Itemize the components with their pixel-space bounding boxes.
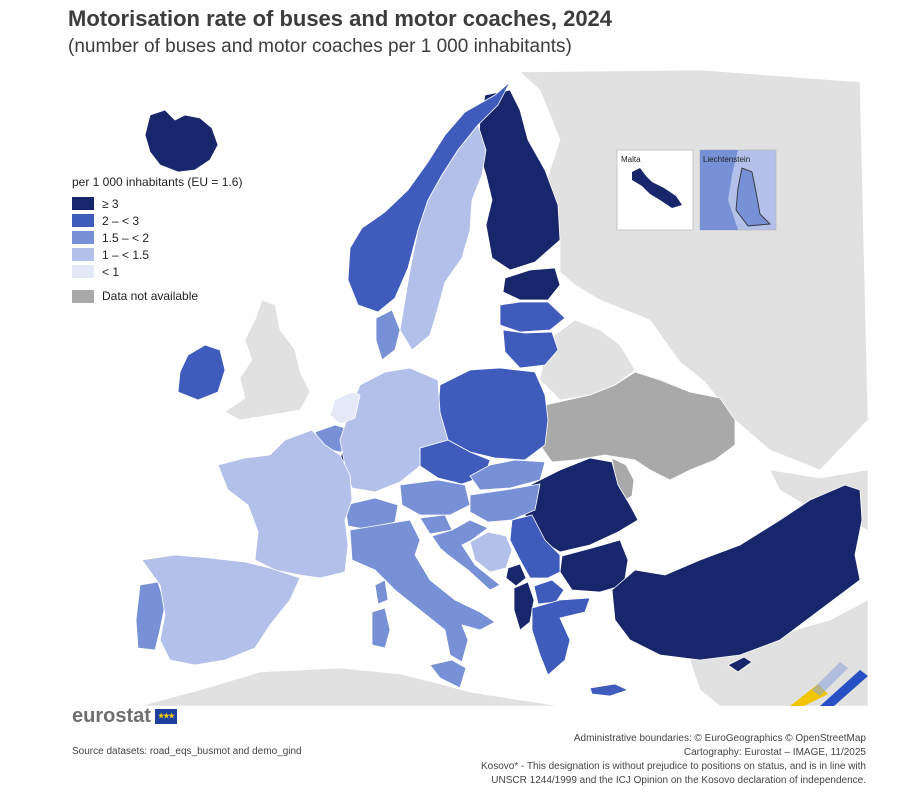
region-portugal — [135, 581, 166, 651]
legend-swatch — [72, 231, 94, 244]
region-serbia — [509, 514, 561, 579]
liechtenstein-inset-label: Liechtenstein — [703, 155, 750, 164]
land-north-africa — [139, 667, 561, 706]
region-spain — [141, 554, 301, 666]
region-slovakia — [469, 459, 546, 491]
eurostat-logo-text: eurostat — [72, 705, 151, 727]
region-bosnia — [469, 531, 513, 573]
region-albania — [513, 581, 535, 631]
region-latvia — [499, 301, 566, 333]
malta-inset-label: Malta — [621, 155, 641, 164]
region-ukraine — [539, 371, 736, 481]
region-denmark — [375, 309, 401, 361]
legend-row: ≥ 3 — [72, 195, 242, 212]
credit-boundaries: Administrative boundaries: © EuroGeograp… — [573, 733, 866, 744]
region-montenegro — [505, 563, 527, 587]
liechtenstein-inset: Liechtenstein — [699, 149, 777, 231]
corner-logo-icon — [790, 662, 868, 706]
region-estonia — [502, 267, 561, 301]
region-croatia — [431, 519, 501, 591]
legend: per 1 000 inhabitants (EU = 1.6) ≥ 3 2 – … — [72, 175, 242, 303]
credit-kosovo-note-1: Kosovo* - This designation is without pr… — [480, 761, 866, 772]
legend-label: < 1 — [102, 264, 120, 279]
region-cyprus — [727, 656, 753, 673]
legend-swatch — [72, 248, 94, 261]
legend-label: 2 – < 3 — [102, 213, 140, 228]
region-switzerland — [344, 497, 399, 531]
eu-flag-icon: ★★★ — [154, 709, 177, 724]
region-switzerland-inset — [700, 150, 738, 230]
region-corsica — [374, 579, 389, 605]
region-austria — [399, 479, 471, 516]
region-lithuania — [502, 329, 559, 369]
legend-na-row: Data not available — [72, 289, 242, 303]
region-north-macedonia — [533, 579, 565, 605]
eurostat-logo: eurostat ★★★ — [72, 705, 177, 728]
region-france — [217, 429, 353, 579]
credit-kosovo-note-2: UNSCR 1244/1999 and the ICJ Opinion on t… — [491, 775, 866, 786]
region-netherlands — [329, 391, 361, 425]
map-title: Motorisation rate of buses and motor coa… — [68, 6, 613, 31]
legend-classes: ≥ 3 2 – < 3 1.5 – < 2 1 – < 1.5 < 1 — [72, 195, 242, 280]
region-iceland — [144, 109, 219, 173]
credit-cartography: Cartography: Eurostat – IMAGE, 11/2025 — [683, 747, 866, 758]
legend-label: 1.5 – < 2 — [102, 230, 150, 245]
legend-title: per 1 000 inhabitants (EU = 1.6) — [72, 175, 243, 189]
map-subtitle: (number of buses and motor coaches per 1… — [68, 36, 572, 57]
region-sardinia — [371, 607, 391, 649]
land-uk — [224, 299, 311, 421]
region-greece — [531, 597, 591, 676]
region-hungary — [469, 483, 541, 523]
region-malta — [632, 168, 682, 208]
legend-row: 1.5 – < 2 — [72, 229, 242, 246]
region-turkiye — [611, 484, 863, 661]
legend-label: 1 – < 1.5 — [102, 247, 150, 262]
legend-swatch — [72, 265, 94, 278]
legend-swatch — [72, 214, 94, 227]
region-italy — [349, 519, 496, 663]
region-crete — [589, 683, 630, 697]
legend-na-label: Data not available — [102, 289, 199, 303]
legend-swatch — [72, 197, 94, 210]
region-sweden — [399, 124, 487, 351]
region-liechtenstein — [735, 167, 771, 227]
legend-label: ≥ 3 — [102, 196, 119, 211]
choropleth-map: Malta Liechtenstein — [0, 66, 900, 706]
region-ireland — [177, 344, 226, 401]
legend-row: 2 – < 3 — [72, 212, 242, 229]
source-note: Source datasets: road_eqs_busmot and dem… — [72, 746, 302, 757]
legend-row: 1 – < 1.5 — [72, 246, 242, 263]
region-germany — [339, 367, 449, 493]
credits: Administrative boundaries: © EuroGeograp… — [481, 732, 866, 788]
legend-na-swatch — [72, 289, 94, 303]
malta-inset: Malta — [616, 149, 694, 231]
legend-row: < 1 — [72, 263, 242, 280]
region-sicily — [429, 659, 467, 689]
